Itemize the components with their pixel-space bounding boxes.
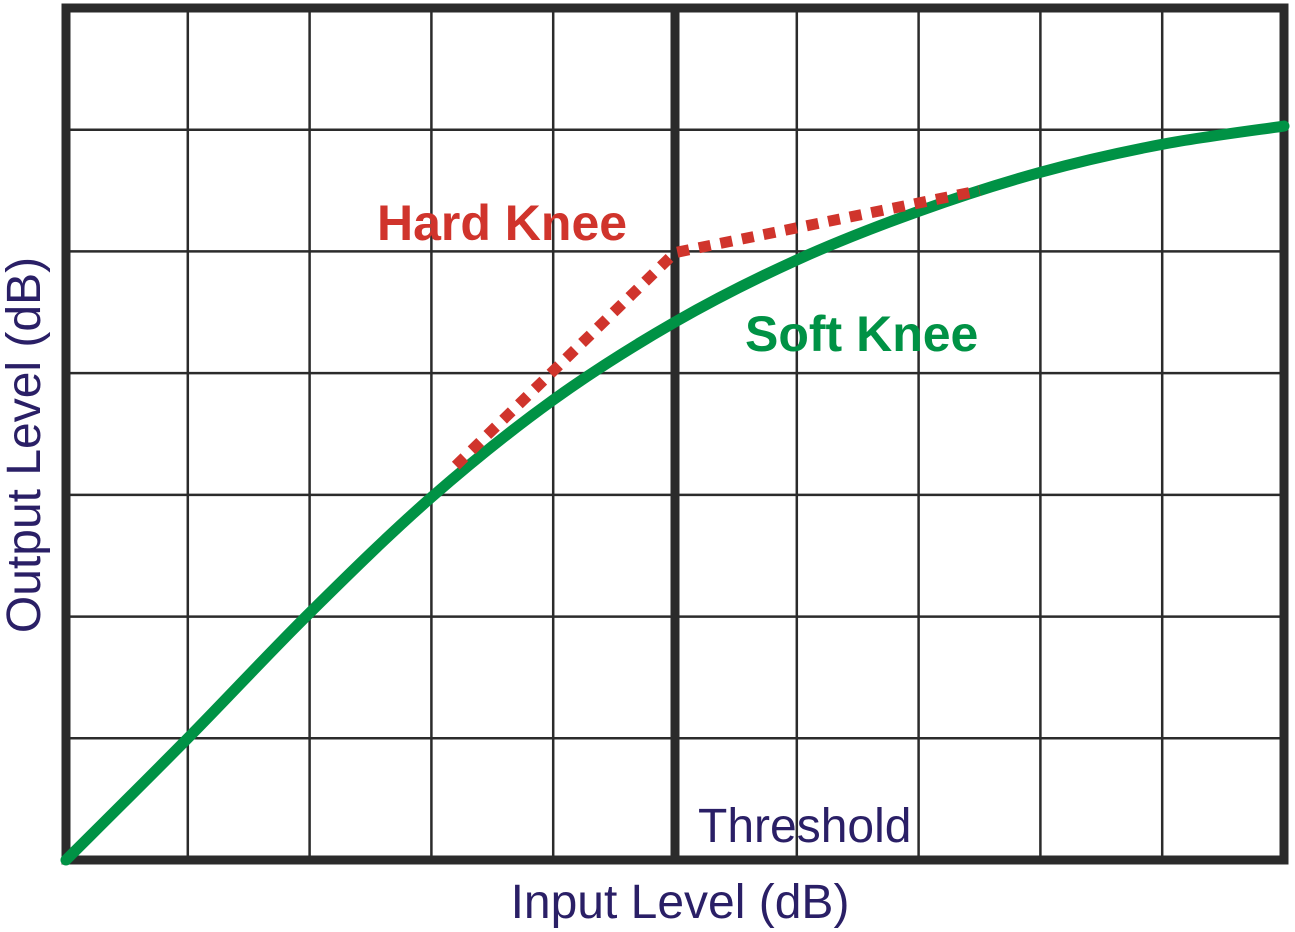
plot-area (60, 120, 1290, 866)
hard-knee-line (451, 185, 981, 470)
soft-knee-label: Soft Knee (745, 306, 978, 362)
hard-knee-label: Hard Knee (377, 195, 627, 251)
y-axis-label: Output Level (dB) (0, 257, 51, 633)
soft-knee-line (60, 120, 1290, 866)
threshold-label: Threshold (698, 800, 911, 853)
plot-frame (61, 3, 1289, 865)
grid (61, 3, 1289, 865)
x-axis-label: Input Level (dB) (511, 876, 850, 929)
